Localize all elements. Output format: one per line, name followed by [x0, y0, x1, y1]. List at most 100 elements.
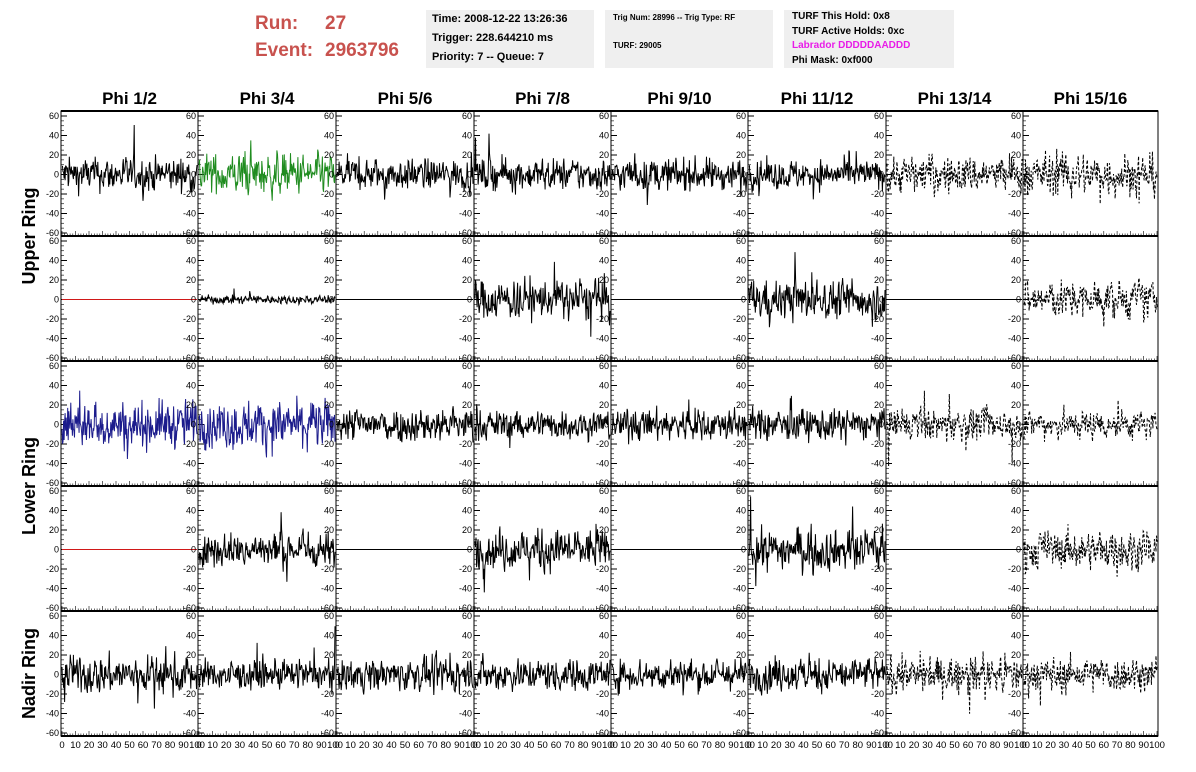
column-label: Phi 15/16 [1054, 89, 1128, 108]
run-line: Run: 27 [255, 10, 399, 37]
column-label: Phi 11/12 [781, 89, 854, 108]
y-tick-label: 20 [874, 150, 884, 160]
y-tick-label: -20 [733, 314, 746, 324]
y-tick-label: 0 [54, 170, 59, 180]
y-tick-label: 60 [49, 236, 59, 246]
x-tick-label: 20 [634, 740, 645, 751]
y-tick-label: 40 [49, 631, 59, 641]
run-value: 27 [325, 13, 347, 34]
y-tick-label: -40 [459, 709, 472, 719]
y-tick-label: 60 [599, 611, 609, 621]
y-tick-label: 40 [1011, 381, 1021, 391]
y-tick-label: -40 [46, 209, 59, 219]
waveform-trace [886, 390, 1023, 467]
waveform-trace [1023, 400, 1158, 442]
y-tick-label: 40 [186, 506, 196, 516]
y-tick-label: 40 [736, 631, 746, 641]
x-tick-label: 80 [1125, 740, 1136, 751]
y-tick-label: -60 [321, 353, 334, 363]
y-tick-label: 40 [874, 631, 884, 641]
y-tick-label: -40 [733, 334, 746, 344]
x-tick-label: 50 [537, 740, 548, 751]
y-tick-label: 40 [324, 131, 334, 141]
y-tick-label: -60 [871, 228, 884, 238]
y-tick-label: 60 [736, 361, 746, 371]
x-tick-label: 100 [465, 740, 481, 751]
y-tick-label: -40 [1008, 709, 1021, 719]
priority-line: Priority: 7 -- Queue: 7 [432, 51, 544, 63]
waveform-trace [474, 652, 611, 693]
waveform-trace [611, 399, 748, 445]
x-tick-label: 0 [746, 740, 751, 751]
x-tick-label: 70 [289, 740, 300, 751]
y-tick-label: -60 [596, 478, 609, 488]
waveform-trace [198, 140, 336, 201]
column-label: Phi 1/2 [102, 89, 157, 108]
y-tick-label: -20 [733, 689, 746, 699]
y-tick-label: -40 [321, 584, 334, 594]
x-tick-label: 90 [1003, 740, 1014, 751]
y-tick-label: -60 [596, 353, 609, 363]
x-tick-label: 50 [262, 740, 273, 751]
trig-line: Trig Num: 28996 -- Trig Type: RF [613, 13, 736, 22]
y-tick-label: -40 [596, 334, 609, 344]
x-tick-label: 0 [196, 740, 201, 751]
y-tick-label: 40 [324, 256, 334, 266]
y-tick-label: 0 [741, 420, 746, 430]
y-tick-label: -40 [183, 584, 196, 594]
panel-frame [610, 485, 749, 612]
panel-frame [335, 235, 475, 362]
y-tick-label: -60 [183, 478, 196, 488]
y-tick-label: 0 [879, 545, 884, 555]
y-tick-label: -20 [183, 189, 196, 199]
x-tick-label: 80 [165, 740, 176, 751]
y-tick-label: 20 [186, 150, 196, 160]
column-label: Phi 3/4 [240, 89, 295, 108]
y-tick-label: 0 [191, 670, 196, 680]
x-tick-label: 70 [1112, 740, 1123, 751]
y-tick-label: -40 [46, 334, 59, 344]
y-tick-label: -40 [733, 709, 746, 719]
time-line: Time: 2008-12-22 13:26:36 [432, 13, 568, 25]
y-tick-label: -20 [596, 189, 609, 199]
y-tick-label: 60 [49, 611, 59, 621]
y-tick-label: -20 [46, 439, 59, 449]
y-tick-label: -40 [183, 334, 196, 344]
x-tick-label: 60 [963, 740, 974, 751]
y-tick-label: 60 [324, 611, 334, 621]
waveform-trace [1023, 524, 1158, 577]
y-tick-label: 0 [54, 545, 59, 555]
x-tick-label: 50 [400, 740, 411, 751]
y-tick-label: 20 [462, 650, 472, 660]
y-tick-label: 40 [599, 131, 609, 141]
y-tick-label: 40 [1011, 131, 1021, 141]
trig-info-box: Trig Num: 28996 -- Trig Type: RF TURF: 2… [605, 10, 773, 68]
y-tick-label: -60 [871, 603, 884, 613]
y-tick-label: -20 [596, 564, 609, 574]
waveform-trace [1023, 276, 1158, 327]
x-tick-label: 40 [248, 740, 259, 751]
y-tick-label: 60 [1011, 361, 1021, 371]
y-tick-label: -40 [46, 459, 59, 469]
y-tick-label: 60 [324, 236, 334, 246]
y-tick-label: -60 [183, 353, 196, 363]
x-tick-label: 20 [359, 740, 370, 751]
y-tick-label: 0 [604, 420, 609, 430]
y-tick-label: -40 [321, 459, 334, 469]
y-tick-label: 40 [874, 131, 884, 141]
y-tick-label: 20 [324, 525, 334, 535]
x-tick-label: 0 [59, 740, 64, 751]
waveform-trace [336, 152, 474, 200]
y-tick-label: 20 [1011, 150, 1021, 160]
x-tick-label: 40 [386, 740, 397, 751]
y-tick-label: 20 [324, 150, 334, 160]
y-tick-label: 40 [736, 256, 746, 266]
x-tick-label: 20 [497, 740, 508, 751]
x-tick-label: 40 [111, 740, 122, 751]
ring-label: Upper Ring [19, 188, 39, 285]
y-tick-label: 40 [599, 381, 609, 391]
y-tick-label: 60 [186, 486, 196, 496]
y-tick-label: 0 [467, 295, 472, 305]
waveform-trace [1023, 651, 1158, 706]
